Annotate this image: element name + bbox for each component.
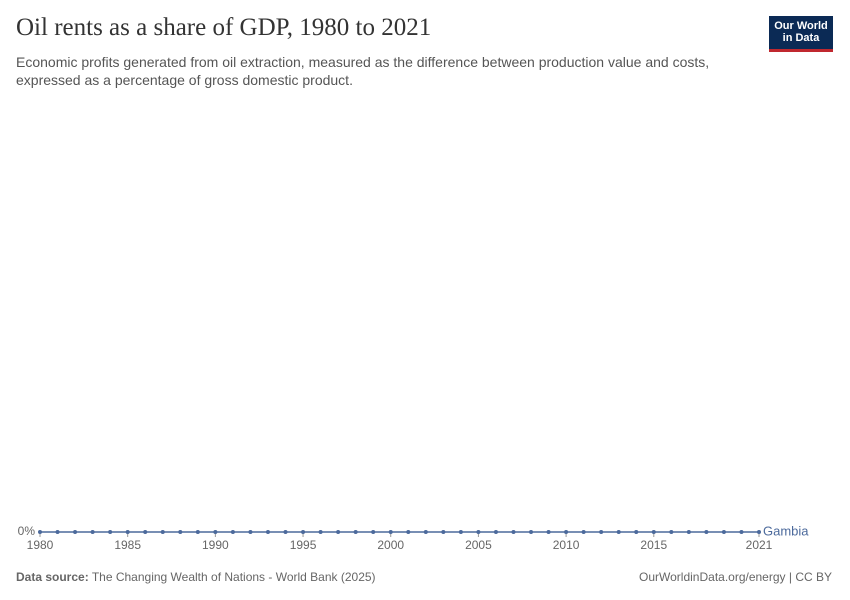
point: [353, 530, 358, 534]
x-tick-label: 1980: [27, 538, 54, 552]
source-label: Data source:: [16, 570, 89, 584]
x-tick-label: 1990: [202, 538, 229, 552]
point: [599, 530, 604, 534]
x-tick-label: 2015: [640, 538, 667, 552]
source-text: The Changing Wealth of Nations - World B…: [91, 570, 376, 584]
logo[interactable]: Our World in Data: [769, 16, 833, 52]
point: [669, 530, 674, 534]
series-label: Gambia: [763, 523, 809, 538]
point: [458, 530, 463, 534]
point: [546, 530, 551, 534]
point: [248, 530, 253, 534]
point: [476, 530, 481, 534]
point: [441, 530, 446, 534]
source: Data source: The Changing Wealth of Nati…: [16, 570, 376, 584]
point: [336, 530, 341, 534]
point: [564, 530, 569, 534]
point: [686, 530, 691, 534]
point: [634, 530, 639, 534]
chart-title: Oil rents as a share of GDP, 1980 to 202…: [16, 14, 432, 41]
point: [371, 530, 376, 534]
x-tick-label: 2005: [465, 538, 492, 552]
x-tick-label: 1985: [114, 538, 141, 552]
point: [283, 530, 288, 534]
point: [125, 530, 130, 534]
point: [230, 530, 235, 534]
point: [90, 530, 95, 534]
point: [704, 530, 709, 534]
point: [721, 530, 726, 534]
x-tick-label: 1995: [290, 538, 317, 552]
x-tick-label: 2021: [746, 538, 773, 552]
x-tick-label: 2000: [377, 538, 404, 552]
point: [55, 530, 60, 534]
point: [143, 530, 148, 534]
point: [616, 530, 621, 534]
point: [757, 530, 761, 534]
point: [73, 530, 78, 534]
credit[interactable]: OurWorldinData.org/energy | CC BY: [639, 570, 832, 584]
point: [265, 530, 270, 534]
point: [493, 530, 498, 534]
logo-text: Our World in Data: [774, 20, 828, 44]
point: [529, 530, 534, 534]
point: [388, 530, 393, 534]
point: [511, 530, 516, 534]
chart-subtitle: Economic profits generated from oil extr…: [16, 54, 710, 88]
point: [739, 530, 744, 534]
point: [38, 530, 42, 534]
point: [178, 530, 183, 534]
point: [195, 530, 200, 534]
point: [318, 530, 323, 534]
x-tick-label: 2010: [553, 538, 580, 552]
point: [406, 530, 411, 534]
point: [581, 530, 586, 534]
point: [301, 530, 306, 534]
y-tick-label: 0%: [18, 524, 36, 538]
point: [423, 530, 428, 534]
point: [651, 530, 656, 534]
point: [160, 530, 165, 534]
point: [108, 530, 113, 534]
point: [213, 530, 218, 534]
